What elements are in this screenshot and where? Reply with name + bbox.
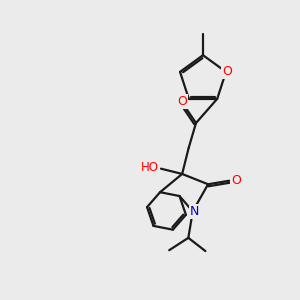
Text: HO: HO bbox=[141, 161, 159, 174]
Text: O: O bbox=[231, 174, 241, 187]
Text: N: N bbox=[190, 206, 199, 218]
Text: O: O bbox=[223, 65, 232, 78]
Text: O: O bbox=[177, 95, 187, 108]
